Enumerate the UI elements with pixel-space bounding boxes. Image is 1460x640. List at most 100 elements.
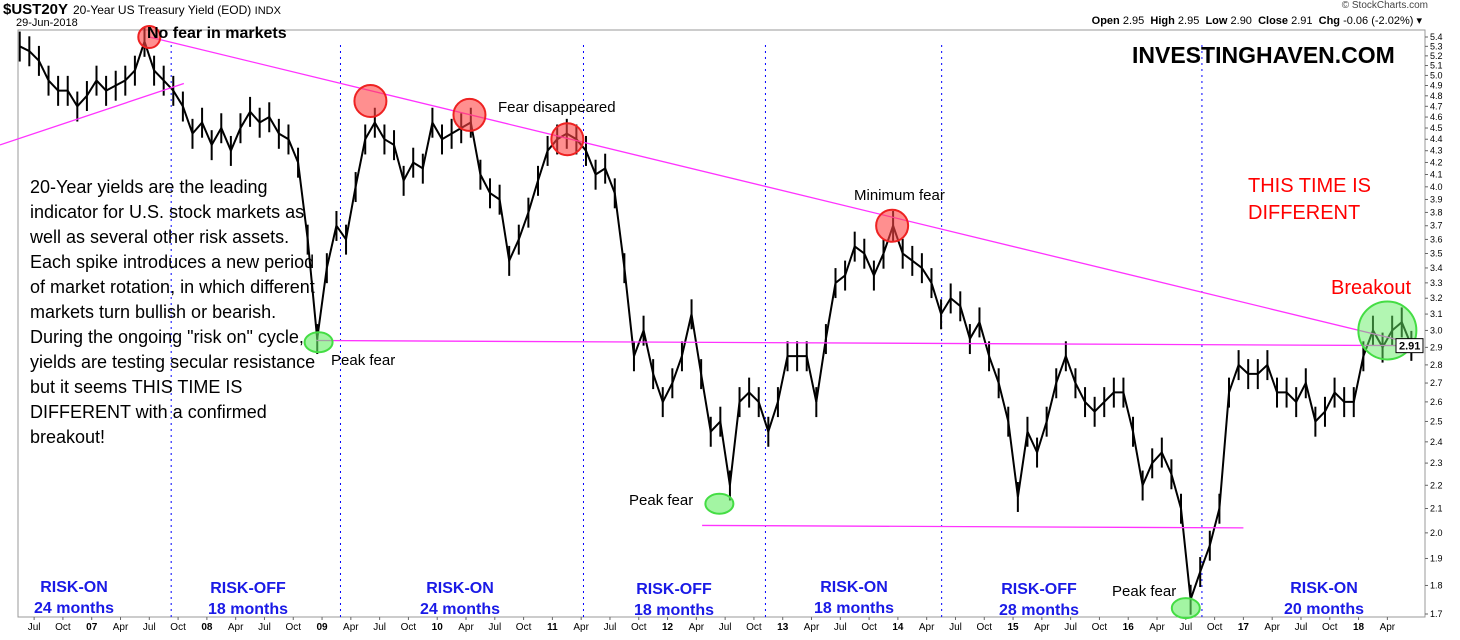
y-tick-label: 5.1 (1430, 61, 1443, 71)
x-tick-label: Oct (1092, 622, 1108, 633)
y-tick-label: 3.7 (1430, 221, 1443, 231)
x-tick-label: 18 (1353, 622, 1365, 633)
regime-name: RISK-ON (40, 579, 108, 596)
low-value: 2.90 (1230, 15, 1252, 27)
trendline (316, 339, 1416, 347)
x-tick-label: Jul (373, 622, 386, 633)
x-tick-label: Oct (170, 622, 186, 633)
x-tick-label: Jul (604, 622, 617, 633)
regime-label: RISK-OFF 18 months (208, 578, 288, 620)
regime-label: RISK-ON 18 months (814, 577, 894, 619)
y-tick-label: 4.2 (1430, 157, 1443, 167)
headline: THIS TIME IS DIFFERENT (1248, 175, 1371, 224)
y-tick-label: 5.2 (1430, 51, 1443, 61)
x-tick-label: Oct (631, 622, 647, 633)
x-tick-label: Apr (689, 622, 705, 633)
x-tick-label: Jul (1179, 622, 1192, 633)
y-tick-label: 3.5 (1430, 248, 1443, 258)
high-label: High (1150, 15, 1175, 27)
calm-circle (1170, 597, 1201, 620)
x-tick-label: Apr (573, 622, 589, 633)
annotation-breakout: Breakout (1331, 277, 1412, 299)
open-value: 2.95 (1122, 15, 1145, 27)
y-tick-label: 3.0 (1430, 325, 1443, 335)
y-tick-label: 4.0 (1430, 182, 1443, 192)
x-tick-label: Apr (1380, 622, 1396, 633)
chg-label: Chg (1318, 15, 1341, 27)
regime-name: RISK-ON (1290, 580, 1358, 597)
regime-duration: 28 months (999, 602, 1080, 619)
x-tick-label: Oct (1207, 622, 1223, 633)
regime-duration: 24 months (34, 600, 115, 617)
x-tick-label: Oct (401, 622, 417, 633)
x-tick-label: 08 (201, 622, 213, 633)
x-tick-label: 17 (1238, 622, 1250, 633)
regime-duration: 24 months (420, 601, 501, 618)
y-tick-label: 2.4 (1430, 437, 1443, 447)
y-tick-label: 3.3 (1430, 278, 1443, 288)
x-tick-label: 12 (662, 622, 674, 633)
dropdown-arrow-icon[interactable]: ▾ (1416, 15, 1422, 27)
x-tick-label: Jul (719, 622, 732, 633)
fear-circle (137, 25, 162, 49)
fear-circle (550, 122, 585, 157)
chart-date: 29-Jun-2018 (16, 17, 78, 29)
y-tick-label: 4.1 (1430, 169, 1443, 179)
exchange: INDX (254, 5, 281, 17)
ohlc-readout: Open 2.95 High 2.95 Low 2.90 Close 2.91 … (1092, 14, 1422, 27)
chg-value: -0.06 (-2.02%) (1343, 15, 1414, 27)
regime-label: RISK-ON 24 months (420, 578, 500, 620)
price-line (19, 38, 1413, 600)
x-tick-label: Apr (1264, 622, 1280, 633)
y-tick-label: 1.9 (1430, 553, 1443, 563)
description: 20-Year US Treasury Yield (EOD) INDX (73, 3, 281, 17)
calm-circle (704, 492, 735, 515)
x-tick-label: 13 (777, 622, 789, 633)
regime-name: RISK-ON (426, 580, 494, 597)
x-tick-label: Jul (488, 622, 501, 633)
y-tick-label: 5.3 (1430, 41, 1443, 51)
fear-circle (452, 97, 487, 132)
x-tick-label: Jul (949, 622, 962, 633)
x-tick-label: Jul (1064, 622, 1077, 633)
trendline (702, 524, 1244, 529)
annotation-minimum-fear: Minimum fear (854, 187, 945, 204)
x-tick-label: 15 (1007, 622, 1019, 633)
annotation-peak-fear: Peak fear (1112, 583, 1177, 600)
y-tick-label: 5.0 (1430, 70, 1443, 80)
x-tick-label: 07 (86, 622, 98, 633)
watermark: INVESTINGHAVEN.COM (1132, 42, 1395, 68)
regime-label: RISK-OFF 18 months (634, 579, 714, 621)
y-tick-label: 2.6 (1430, 397, 1443, 407)
x-tick-label: Apr (113, 622, 129, 633)
x-tick-label: Jul (834, 622, 847, 633)
y-tick-label: 1.8 (1430, 580, 1443, 590)
commentary: 20-Year yields are the leading indicator… (30, 177, 316, 447)
x-tick-label: Oct (285, 622, 301, 633)
x-tick-label: Oct (55, 622, 71, 633)
last-value-box (1395, 338, 1424, 354)
y-tick-label: 2.2 (1430, 480, 1443, 490)
regime-duration: 18 months (208, 601, 289, 618)
x-tick-label: Apr (228, 622, 244, 633)
annotation-peak-fear: Peak fear (331, 352, 396, 369)
y-tick-label: 2.5 (1430, 416, 1443, 426)
x-tick-label: Apr (1149, 622, 1165, 633)
trendline (0, 82, 185, 146)
low-label: Low (1205, 15, 1228, 27)
x-tick-label: Oct (861, 622, 877, 633)
y-tick-label: 4.3 (1430, 146, 1443, 156)
regime-name: RISK-OFF (636, 581, 712, 598)
annotation-peak-fear: Peak fear (629, 492, 694, 509)
y-tick-label: 3.8 (1430, 207, 1443, 217)
y-tick-label: 2.1 (1430, 504, 1443, 514)
y-tick-label: 3.2 (1430, 293, 1443, 303)
description-text: 20-Year US Treasury Yield (EOD) (73, 3, 252, 17)
regime-duration: 18 months (634, 602, 715, 619)
calm-circle (303, 331, 334, 354)
y-tick-label: 2.7 (1430, 378, 1443, 388)
x-tick-label: Oct (746, 622, 762, 633)
y-tick-label: 5.4 (1430, 32, 1443, 42)
y-tick-label: 4.8 (1430, 91, 1443, 101)
